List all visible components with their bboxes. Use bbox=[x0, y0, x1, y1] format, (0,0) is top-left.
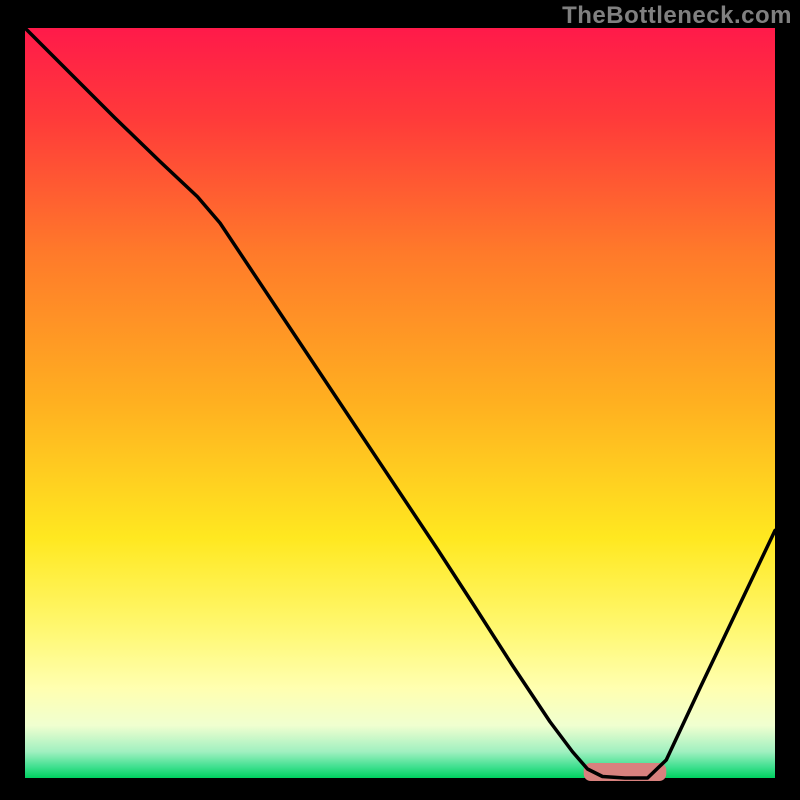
chart-frame: TheBottleneck.com bbox=[0, 0, 800, 800]
watermark-text: TheBottleneck.com bbox=[562, 2, 792, 30]
bottleneck-chart bbox=[0, 0, 800, 800]
